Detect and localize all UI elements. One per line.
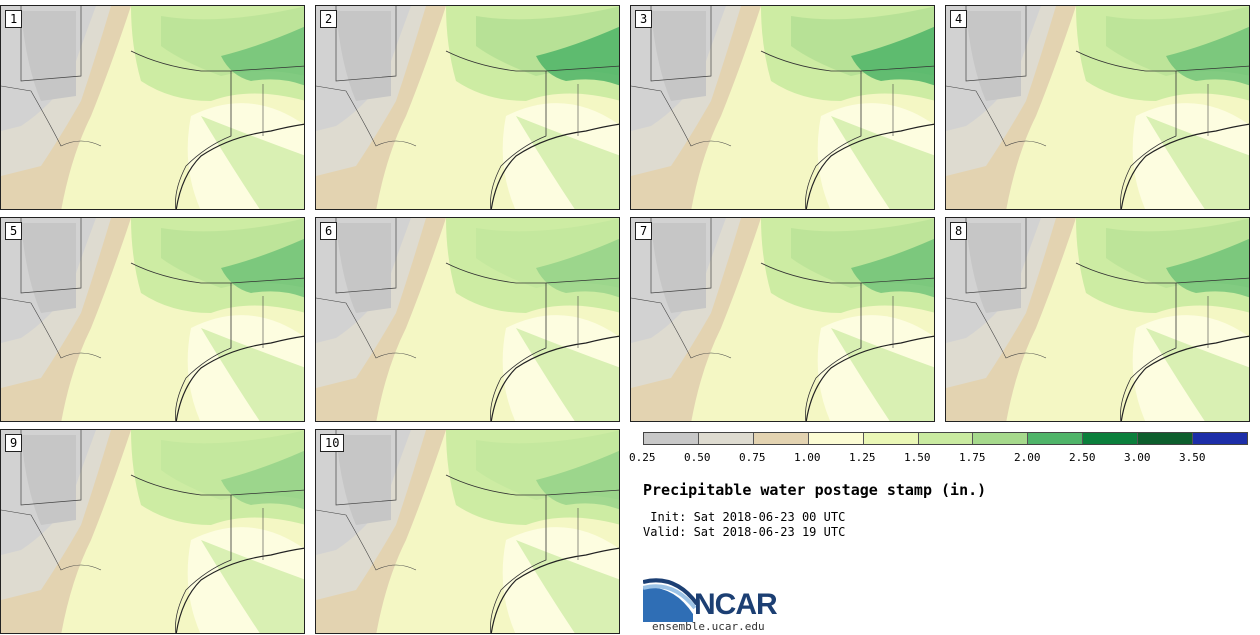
colorbar: [643, 432, 1248, 445]
colorbar-ticks: 0.25 0.50 0.75 1.00 1.25 1.50 1.75 2.00 2.50 3.00…: [629, 451, 1260, 467]
stamp-member-number: 2: [320, 10, 338, 28]
colorbar-tick-label: 1.75: [959, 451, 986, 464]
postage-stamp-map: 4: [945, 5, 1250, 210]
stamp-member-number: 6: [320, 222, 338, 240]
postage-stamp-map: 3: [630, 5, 935, 210]
colorbar-segment: [1027, 433, 1083, 444]
postage-stamp-map: 8: [945, 217, 1250, 422]
colorbar-segment: [697, 433, 753, 444]
postage-stamp-map: 10: [315, 429, 620, 634]
colorbar-segment: [644, 433, 698, 444]
postage-stamp-map: 5: [0, 217, 305, 422]
colorbar-segment: [807, 433, 863, 444]
colorbar-tick-label: 2.00: [1014, 451, 1041, 464]
init-time: Init: Sat 2018-06-23 00 UTC: [643, 510, 846, 524]
stamp-member-number: 8: [950, 222, 968, 240]
colorbar-tick-label: 3.00: [1124, 451, 1151, 464]
colorbar-tick-label: 0.75: [739, 451, 766, 464]
stamp-member-number: 1: [5, 10, 23, 28]
stamp-member-number: 9: [5, 434, 23, 452]
colorbar-tick-label: 1.50: [904, 451, 931, 464]
postage-stamp-map: 1: [0, 5, 305, 210]
ncar-logo-text: NCAR: [694, 588, 778, 621]
stamp-member-number: 5: [5, 222, 23, 240]
colorbar-segment: [1192, 433, 1247, 444]
ncar-logo-icon: [643, 578, 699, 622]
postage-stamp-map: 7: [630, 217, 935, 422]
plot-title: Precipitable water postage stamp (in.): [643, 481, 987, 499]
postage-stamp-map: 6: [315, 217, 620, 422]
postage-stamp-map: 9: [0, 429, 305, 634]
stamp-member-number: 7: [635, 222, 653, 240]
colorbar-segment: [752, 433, 808, 444]
stamp-member-number: 4: [950, 10, 968, 28]
logo-url: ensemble.ucar.edu: [652, 620, 765, 633]
colorbar-segment: [917, 433, 973, 444]
stamp-member-number: 3: [635, 10, 653, 28]
colorbar-segment: [972, 433, 1028, 444]
colorbar-tick-label: 0.25: [629, 451, 656, 464]
colorbar-tick-label: 0.50: [684, 451, 711, 464]
colorbar-tick-label: 3.50: [1179, 451, 1206, 464]
colorbar-segment: [1137, 433, 1193, 444]
colorbar-segment: [1082, 433, 1138, 444]
stamp-member-number: 10: [320, 434, 345, 452]
valid-time: Valid: Sat 2018-06-23 19 UTC: [643, 525, 846, 539]
colorbar-tick-label: 2.50: [1069, 451, 1096, 464]
colorbar-tick-label: 1.00: [794, 451, 821, 464]
colorbar-tick-label: 1.25: [849, 451, 876, 464]
postage-stamp-map: 2: [315, 5, 620, 210]
colorbar-segment: [862, 433, 918, 444]
